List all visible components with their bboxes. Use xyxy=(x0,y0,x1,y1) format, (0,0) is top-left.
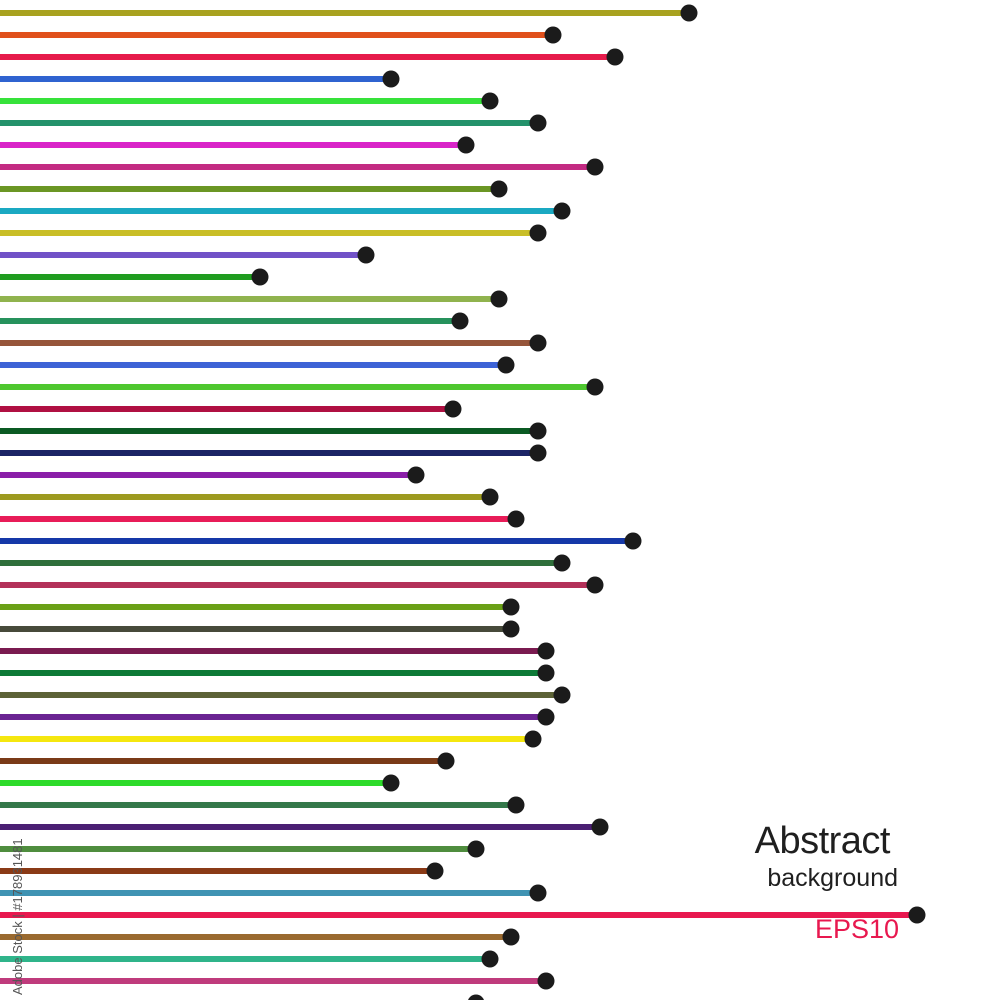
stripe-end-dot xyxy=(407,466,425,484)
stripe-end-dot xyxy=(481,950,499,968)
stripe-end-dot xyxy=(451,312,469,330)
stripe-end-dot xyxy=(426,862,444,880)
stripe-end-dot xyxy=(468,994,484,1000)
stripe-end-dot xyxy=(502,598,520,616)
stripe-end-dot xyxy=(529,334,547,352)
stripe-end-dot xyxy=(490,290,508,308)
stripe-end-dot xyxy=(507,796,525,814)
stripe-end-dot xyxy=(497,356,515,374)
stripe-end-dot xyxy=(908,906,926,924)
stripe-end-dot xyxy=(502,620,520,638)
stripe-end-dot xyxy=(537,972,555,990)
stripe-end-dot xyxy=(529,224,547,242)
stripe-end-dot xyxy=(444,400,462,418)
stripe-end-dot xyxy=(490,180,508,198)
stripe-end-dot xyxy=(553,202,571,220)
headline-text: Abstract xyxy=(754,820,891,862)
stripe-end-dot xyxy=(606,48,624,66)
format-label: EPS10 xyxy=(814,914,899,944)
stripe-end-dot xyxy=(457,136,475,154)
stripe-end-dot xyxy=(437,752,455,770)
stripe-end-dot xyxy=(591,818,609,836)
stripe-end-dot xyxy=(553,554,571,572)
stripe-end-dot xyxy=(524,730,542,748)
stripe-end-dot xyxy=(481,92,499,110)
stripe-end-dot xyxy=(544,26,562,44)
stripe-end-dot xyxy=(586,158,604,176)
stripe-end-dot xyxy=(537,708,555,726)
stripe-end-dot xyxy=(502,928,520,946)
stripe-end-dot xyxy=(586,378,604,396)
stripe-end-dot xyxy=(529,444,547,462)
stripe-end-dot xyxy=(586,576,604,594)
stripe-end-dot xyxy=(357,246,375,264)
stripe-end-dot xyxy=(382,774,400,792)
stripe-end-dot xyxy=(251,268,269,286)
stripe-end-dot xyxy=(507,510,525,528)
stripe-end-dot xyxy=(680,4,698,22)
subheadline-text: background xyxy=(767,864,898,892)
stripe-end-dot xyxy=(537,664,555,682)
stripe-end-dot xyxy=(467,840,485,858)
stock-watermark: Adobe Stock | #178931481 xyxy=(10,838,25,995)
stripe-end-dot xyxy=(529,884,547,902)
stripe-end-dot xyxy=(382,70,400,88)
stripe-end-dot xyxy=(553,686,571,704)
stripe-end-dot xyxy=(624,532,642,550)
stripe-end-dot xyxy=(529,114,547,132)
stripe-end-dot xyxy=(537,642,555,660)
stripe-end-dot xyxy=(529,422,547,440)
stripe-end-dot xyxy=(481,488,499,506)
